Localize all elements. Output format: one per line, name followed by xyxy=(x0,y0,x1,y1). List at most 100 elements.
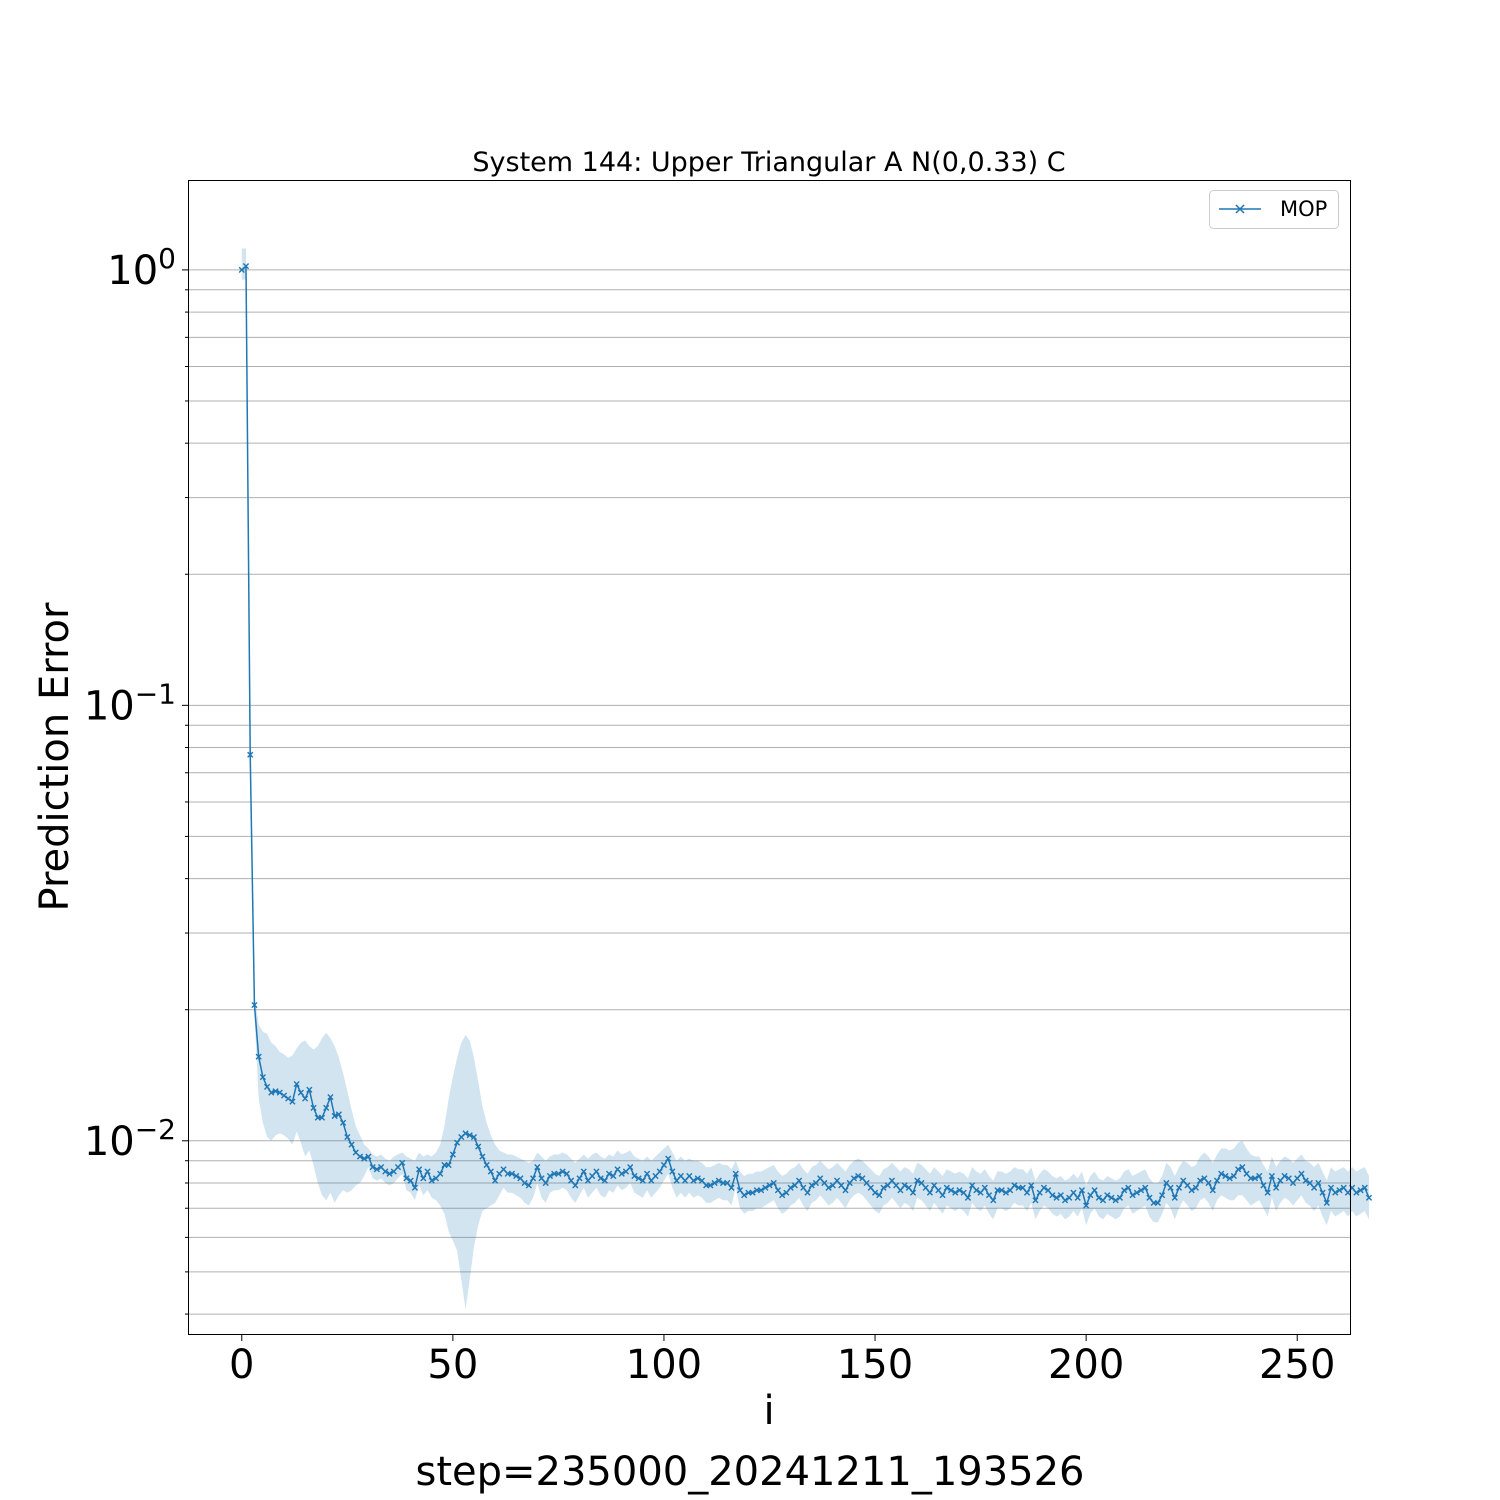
data-point-marker xyxy=(690,1177,697,1184)
data-point-marker xyxy=(331,1112,338,1120)
plot-frame xyxy=(188,180,1351,1335)
footer-label: step=235000_20241211_193526 xyxy=(415,1449,1084,1495)
data-point-marker xyxy=(1023,1189,1031,1196)
data-point-marker xyxy=(1087,1192,1094,1199)
data-point-marker xyxy=(1315,1179,1322,1187)
data-point-marker xyxy=(1159,1192,1166,1199)
data-point-marker xyxy=(909,1189,917,1196)
data-point-marker xyxy=(318,1114,326,1121)
data-point-marker xyxy=(1099,1197,1107,1204)
data-point-marker xyxy=(817,1175,824,1182)
data-point-marker xyxy=(487,1168,494,1175)
data-point-marker xyxy=(1302,1177,1309,1184)
data-point-marker xyxy=(1285,1175,1292,1182)
data-point-marker xyxy=(1163,1179,1170,1187)
data-point-marker xyxy=(893,1182,900,1189)
data-point-marker xyxy=(1311,1184,1318,1191)
x-tick-label: 50 xyxy=(427,1342,478,1388)
y-tick-label: 10−2 xyxy=(84,1113,176,1165)
data-point-marker xyxy=(973,1187,980,1194)
data-point-marker xyxy=(1019,1184,1026,1191)
data-point-marker xyxy=(952,1189,959,1196)
data-point-marker xyxy=(1188,1187,1195,1194)
y-tick-base: 10 xyxy=(107,248,158,294)
data-point-marker xyxy=(251,1001,258,1009)
data-point-marker xyxy=(559,1168,566,1175)
data-point-marker xyxy=(677,1172,684,1180)
data-point-marker xyxy=(521,1179,528,1187)
data-point-marker xyxy=(850,1175,858,1182)
data-point-marker xyxy=(584,1177,592,1184)
data-point-marker xyxy=(386,1170,393,1177)
x-tick-label: 100 xyxy=(626,1342,702,1388)
data-point-marker xyxy=(369,1164,376,1171)
data-point-marker xyxy=(538,1175,545,1182)
data-point-marker xyxy=(825,1184,832,1191)
data-point-marker xyxy=(960,1189,967,1196)
y-tick-label: 100 xyxy=(107,242,176,294)
data-point-marker xyxy=(576,1175,583,1182)
data-point-marker xyxy=(791,1182,798,1189)
data-point-marker xyxy=(652,1172,659,1180)
data-point-marker xyxy=(242,263,250,270)
data-point-marker xyxy=(947,1187,955,1194)
data-point-marker xyxy=(382,1168,389,1175)
data-point-marker xyxy=(804,1189,811,1196)
data-point-marker xyxy=(466,1132,473,1139)
data-point-marker xyxy=(770,1179,777,1187)
data-point-marker xyxy=(943,1184,950,1191)
data-point-marker xyxy=(420,1175,427,1182)
data-point-marker xyxy=(1344,1189,1351,1196)
data-point-marker xyxy=(1332,1189,1339,1196)
data-point-marker xyxy=(1167,1184,1174,1191)
data-point-marker xyxy=(618,1170,625,1177)
data-point-marker xyxy=(1277,1177,1284,1184)
data-point-marker xyxy=(1222,1172,1229,1180)
data-point-marker xyxy=(1078,1187,1086,1194)
data-point-marker xyxy=(247,751,254,758)
data-point-marker xyxy=(1213,1177,1221,1184)
data-point-marker xyxy=(525,1182,532,1189)
data-point-marker xyxy=(1251,1175,1259,1182)
data-point-marker xyxy=(757,1187,765,1194)
data-point-marker xyxy=(956,1187,963,1194)
data-point-marker xyxy=(981,1184,988,1191)
data-point-marker xyxy=(361,1155,368,1162)
data-point-marker xyxy=(922,1184,929,1191)
data-point-marker xyxy=(593,1168,600,1175)
data-point-marker xyxy=(1260,1182,1267,1189)
data-point-marker xyxy=(833,1177,841,1184)
data-point-marker xyxy=(990,1197,997,1204)
data-point-marker xyxy=(1083,1202,1090,1209)
data-point-marker xyxy=(665,1155,672,1162)
data-point-marker xyxy=(1239,1164,1246,1171)
data-point-marker xyxy=(268,1089,275,1096)
y-axis-label: Prediction Error xyxy=(32,602,78,911)
data-point-marker xyxy=(681,1177,689,1184)
data-point-marker xyxy=(344,1133,351,1141)
data-point-marker xyxy=(335,1111,342,1118)
data-point-marker xyxy=(1264,1189,1271,1196)
data-point-marker xyxy=(411,1184,418,1191)
data-point-marker xyxy=(631,1172,638,1180)
data-point-marker xyxy=(407,1177,414,1184)
data-point-marker xyxy=(1121,1187,1128,1194)
data-point-marker xyxy=(998,1187,1005,1194)
marker-layer xyxy=(238,263,1373,1209)
data-point-marker xyxy=(1175,1184,1183,1191)
data-point-marker xyxy=(289,1098,296,1105)
data-point-marker xyxy=(1154,1199,1162,1207)
data-point-marker xyxy=(694,1175,701,1182)
data-point-marker xyxy=(643,1170,651,1177)
x-tick-label: 250 xyxy=(1259,1342,1335,1388)
data-point-marker xyxy=(732,1170,739,1177)
data-point-marker xyxy=(884,1182,891,1189)
data-point-marker xyxy=(1184,1182,1191,1189)
data-point-marker xyxy=(926,1189,934,1196)
data-point-marker xyxy=(660,1161,668,1169)
x-axis-label: i xyxy=(763,1388,774,1434)
data-point-marker xyxy=(415,1166,423,1173)
data-point-marker xyxy=(715,1177,722,1184)
data-point-marker xyxy=(859,1175,866,1182)
data-point-marker xyxy=(867,1184,874,1191)
